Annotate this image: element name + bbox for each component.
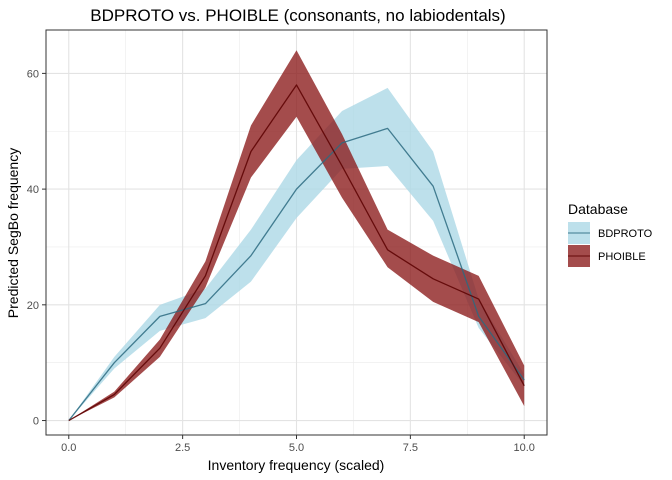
y-axis-ticks: 0 20 40 60 [27, 68, 46, 428]
legend: Database BDPROTO PHOIBLE [568, 201, 653, 267]
legend-label-bdproto: BDPROTO [598, 228, 653, 240]
ribbon-bdproto [68, 87, 525, 421]
legend-label-phoible: PHOIBLE [598, 251, 646, 263]
x-tick-label: 2.5 [175, 442, 190, 454]
x-axis-title: Inventory frequency (scaled) [208, 457, 385, 473]
y-tick-label: 0 [33, 416, 39, 428]
y-tick-label: 20 [27, 300, 39, 312]
legend-items: BDPROTO PHOIBLE [568, 222, 653, 267]
y-axis-title: Predicted SegBo frequency [5, 148, 21, 318]
x-tick-label: 10.0 [514, 442, 535, 454]
x-tick-label: 5.0 [289, 442, 304, 454]
y-tick-label: 40 [27, 184, 39, 196]
line-bdproto [68, 127, 525, 421]
y-tick-label: 60 [27, 68, 39, 80]
x-axis-ticks: 0.0 2.5 5.0 7.5 10.0 [61, 435, 535, 454]
series-lines [68, 84, 525, 422]
line-phoible [68, 84, 525, 422]
x-tick-label: 0.0 [61, 442, 76, 454]
x-tick-label: 7.5 [403, 442, 418, 454]
legend-title: Database [568, 201, 628, 217]
chart-title: BDPROTO vs. PHOIBLE (consonants, no labi… [90, 6, 505, 25]
confidence-ribbons [68, 50, 525, 421]
